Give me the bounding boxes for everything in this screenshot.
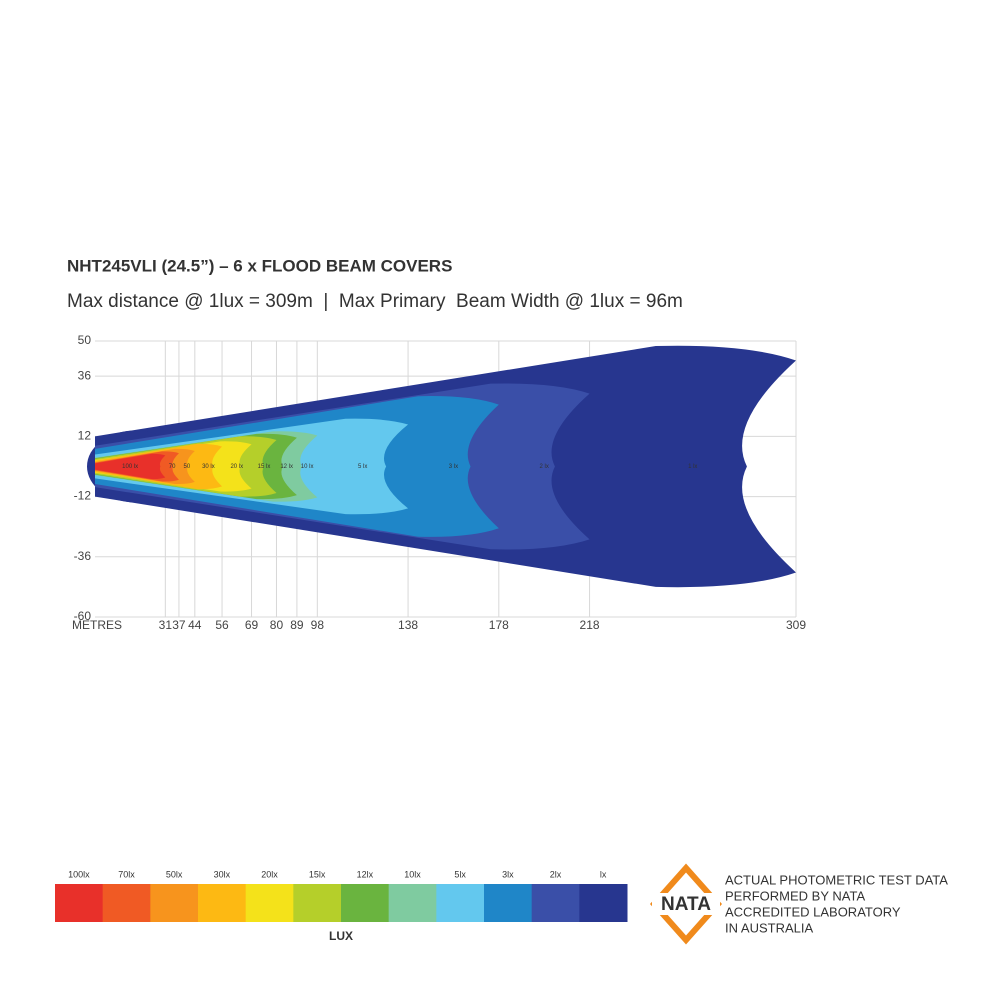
- legend-label: lx: [600, 869, 607, 879]
- legend-swatch: [484, 884, 533, 922]
- legend-label: 3lx: [502, 869, 514, 879]
- x-tick-label: 37: [172, 618, 186, 632]
- logo-diamond: [649, 863, 723, 945]
- legend-label: 15lx: [309, 869, 326, 879]
- legend-swatch: [55, 884, 104, 922]
- zone-label: 2 lx: [540, 464, 549, 470]
- y-tick-label: 36: [78, 368, 92, 382]
- legend-swatch: [579, 884, 628, 922]
- legend-label: 30lx: [214, 869, 231, 879]
- zone-label: 50: [184, 464, 191, 470]
- badge-text: IN AUSTRALIA: [725, 920, 813, 935]
- y-tick-label: 12: [78, 429, 92, 443]
- x-tick-label: 80: [270, 618, 284, 632]
- legend-swatch: [150, 884, 199, 922]
- zone-label: 10 lx: [301, 464, 314, 470]
- zone-label: 12 lx: [280, 464, 293, 470]
- legend-label: 2lx: [550, 869, 562, 879]
- y-tick-label: -36: [74, 549, 92, 563]
- x-tick-label: 31: [159, 618, 173, 632]
- legend-swatch: [436, 884, 485, 922]
- logo-backdrop: [652, 893, 720, 915]
- x-tick-label: 309: [786, 618, 806, 632]
- legend-swatch: [531, 884, 580, 922]
- beam-zone: [95, 453, 166, 480]
- legend-swatch: [245, 884, 294, 922]
- zone-label: 100 lx: [122, 464, 138, 470]
- chart-subtitle: Max distance @ 1lux = 309m | Max Primary…: [67, 291, 683, 312]
- zone-label: 70: [169, 464, 176, 470]
- zone-label: 3 lx: [449, 464, 458, 470]
- legend-swatch: [102, 884, 151, 922]
- y-tick-label: -12: [74, 489, 92, 503]
- zone-label: 20 lx: [230, 464, 243, 470]
- legend-label: 50lx: [166, 869, 183, 879]
- legend-swatch: [293, 884, 342, 922]
- zone-label: 1 lx: [688, 464, 697, 470]
- x-tick-label: 98: [311, 618, 325, 632]
- badge-text: PERFORMED BY NATA: [725, 888, 865, 903]
- chart-title: NHT245VLI (24.5”) – 6 x FLOOD BEAM COVER…: [67, 256, 452, 275]
- logo-text: NATA: [661, 894, 711, 915]
- x-tick-label: 218: [580, 618, 600, 632]
- x-tick-label: 178: [489, 618, 509, 632]
- zone-label: 30 lx: [202, 464, 215, 470]
- legend-label: 12lx: [357, 869, 374, 879]
- legend-label: 10lx: [404, 869, 421, 879]
- legend-label: 5lx: [454, 869, 466, 879]
- x-tick-label: 44: [188, 618, 202, 632]
- x-tick-label: 56: [215, 618, 229, 632]
- x-tick-label: 138: [398, 618, 418, 632]
- legend-swatch: [341, 884, 390, 922]
- zone-label: 15 lx: [258, 464, 271, 470]
- y-tick-label: 50: [78, 333, 92, 347]
- legend-label: 100lx: [68, 869, 90, 879]
- zone-label: 5 lx: [358, 464, 367, 470]
- legend-label: 70lx: [118, 869, 135, 879]
- legend-swatch: [198, 884, 247, 922]
- legend-label: 20lx: [261, 869, 278, 879]
- legend-swatch: [388, 884, 437, 922]
- nata-logo: NATA: [649, 863, 723, 945]
- y-tick-label: -60: [74, 609, 92, 623]
- badge-text: ACCREDITED LABORATORY: [725, 904, 901, 919]
- x-tick-label: 69: [245, 618, 259, 632]
- legend-title: LUX: [329, 929, 353, 943]
- beam: 100 lx 70 50 30 lx 20 lx 15 lx 12 lx 10 lx 5 lx 3…: [87, 345, 796, 588]
- x-tick-label: 89: [290, 618, 304, 632]
- x-axis-label: METRES: [72, 618, 122, 632]
- badge-text: ACTUAL PHOTOMETRIC TEST DATA: [725, 872, 948, 887]
